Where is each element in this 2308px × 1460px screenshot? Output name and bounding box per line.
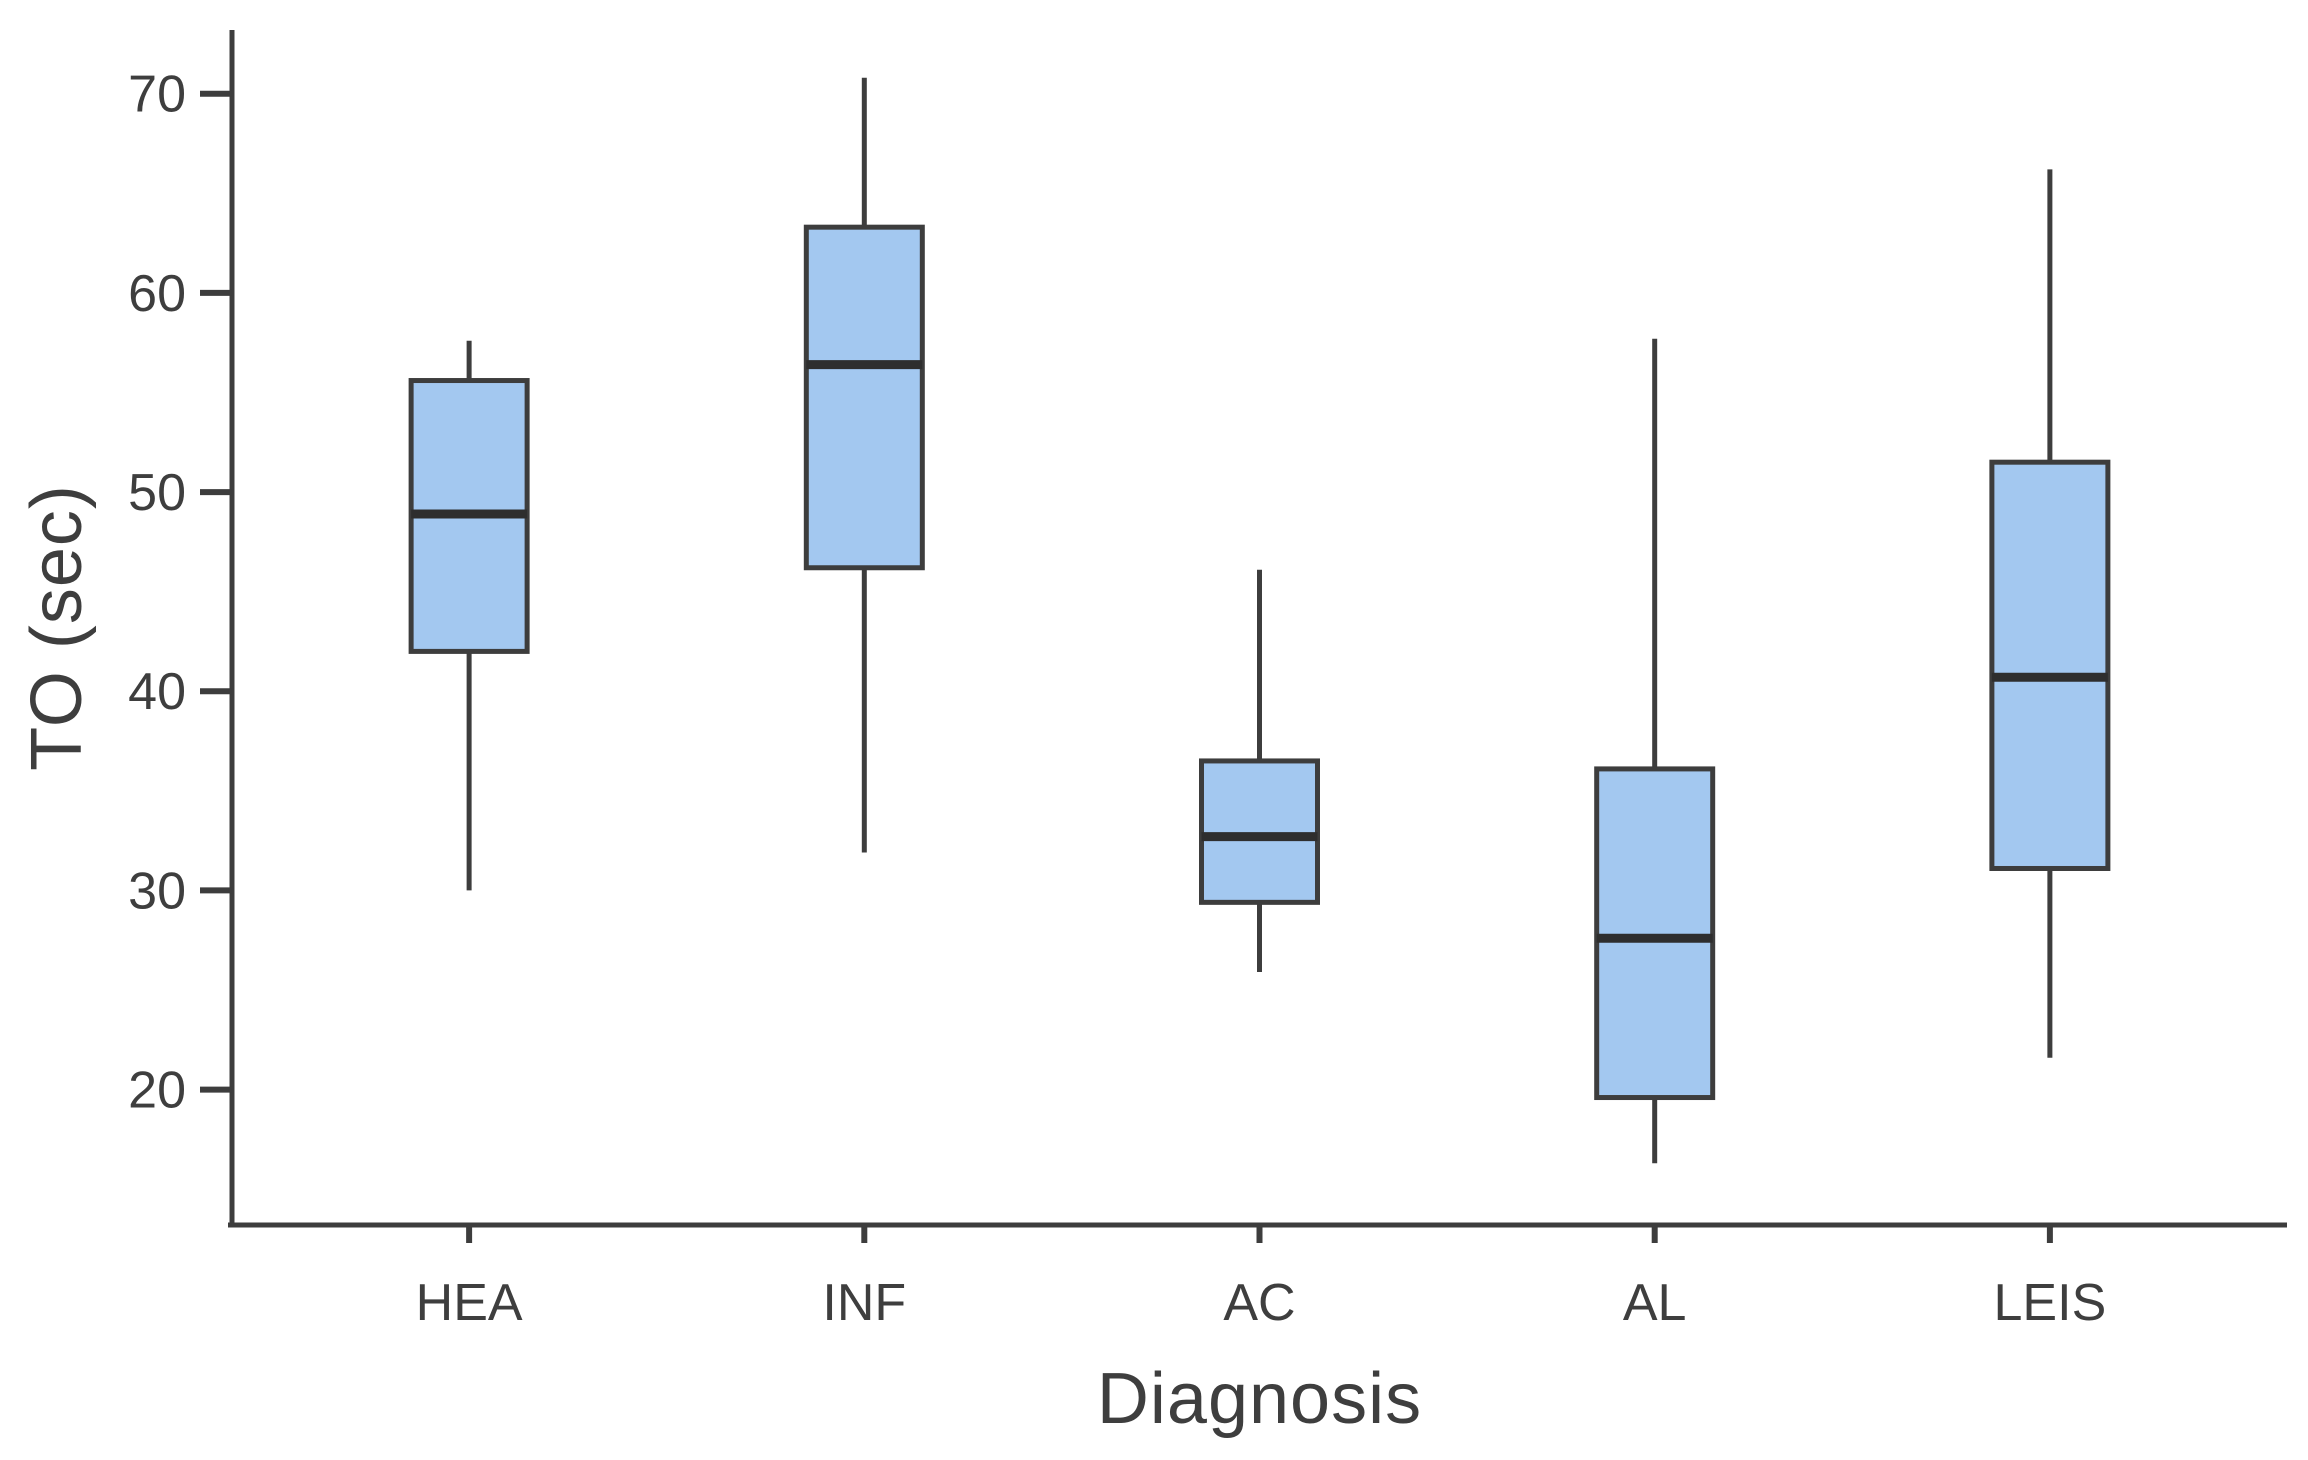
x-tick-label: LEIS [1994,1274,2107,1332]
y-tick-label: 40 [128,663,186,721]
boxplot-LEIS [1989,169,2111,1058]
x-tick-label: AL [1623,1274,1687,1332]
x-axis-title: Diagnosis [1096,1359,1423,1439]
y-tick-label: 70 [128,66,186,124]
x-tick-label: HEA [416,1274,523,1332]
boxplot-AC [1199,569,1320,973]
iqr-box [1594,766,1716,1101]
boxplot-HEA [408,340,530,891]
boxplot-AL [1594,338,1716,1164]
y-tick-label: 30 [128,862,186,920]
iqr-box [1989,459,2111,871]
iqr-box [1199,758,1320,905]
x-tick-label: AC [1223,1274,1295,1332]
x-tick-label: INF [822,1274,906,1332]
y-tick-label: 20 [128,1062,186,1120]
y-axis-title: TO (sec) [17,484,97,771]
boxplot-INF [803,77,925,853]
y-tick-label: 50 [128,464,186,522]
iqr-box [803,224,925,571]
y-tick-label: 60 [128,265,186,323]
